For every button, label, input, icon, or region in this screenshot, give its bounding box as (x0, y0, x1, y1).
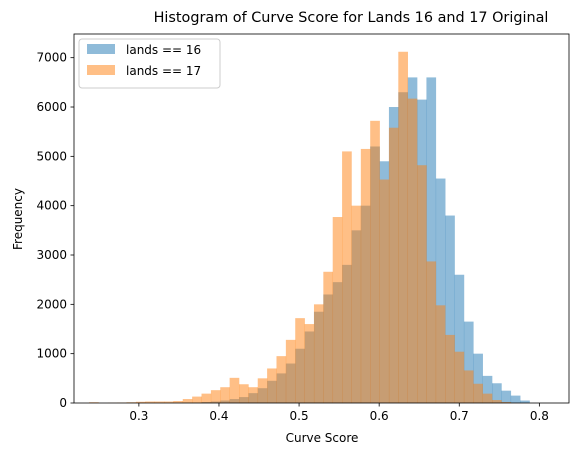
legend-swatch-lands-16 (87, 44, 115, 54)
histogram-bar (220, 387, 230, 403)
y-tick-label: 2000 (36, 297, 67, 311)
histogram-bar (361, 149, 371, 403)
y-axis-label: Frequency (11, 188, 25, 250)
y-tick-label: 0 (59, 396, 67, 410)
histogram-bar (464, 370, 474, 403)
x-axis: 0.3 0.4 0.5 0.6 0.7 0.8 (129, 403, 549, 423)
histogram-bar (501, 391, 511, 403)
histogram-bar (314, 304, 324, 403)
histogram-bar (483, 394, 493, 403)
y-tick-label: 3000 (36, 248, 67, 262)
x-tick-label: 0.8 (530, 409, 549, 423)
y-tick-label: 1000 (36, 347, 67, 361)
x-tick-label: 0.5 (290, 409, 309, 423)
histogram-bar (351, 206, 361, 403)
histogram-bar (230, 378, 240, 403)
histogram-bar (286, 340, 296, 403)
x-axis-label: Curve Score (286, 431, 359, 445)
histogram-bar (211, 390, 221, 403)
legend-label-lands-17: lands == 17 (126, 64, 201, 78)
x-tick-label: 0.6 (370, 409, 389, 423)
histogram-bar (183, 399, 193, 403)
histogram-bar (295, 318, 305, 403)
histogram-bar (492, 400, 502, 403)
histogram-bar (276, 356, 286, 403)
histogram-bar (473, 384, 483, 403)
x-tick-label: 0.7 (450, 409, 469, 423)
y-tick-label: 4000 (36, 199, 67, 213)
histogram-bar (417, 165, 427, 403)
histogram-bar (445, 335, 455, 403)
histogram-bar (511, 396, 521, 403)
histogram-bar (436, 305, 446, 403)
histogram-bar (370, 121, 380, 403)
histogram-bar (248, 387, 258, 403)
histogram-bar (408, 99, 418, 403)
histogram-bar (389, 128, 399, 403)
histogram-bar (192, 397, 202, 403)
histogram-bar (202, 394, 212, 403)
chart-title: Histogram of Curve Score for Lands 16 an… (154, 10, 549, 26)
histogram-bar (455, 352, 465, 403)
histogram-bar (398, 52, 408, 403)
y-tick-label: 6000 (36, 100, 67, 114)
histogram-bar (323, 272, 333, 403)
legend-label-lands-16: lands == 16 (126, 43, 201, 57)
legend-swatch-lands-17 (87, 65, 115, 75)
legend: lands == 16 lands == 17 (79, 39, 220, 88)
x-tick-label: 0.3 (129, 409, 148, 423)
x-tick-label: 0.4 (209, 409, 228, 423)
histogram-bar (267, 368, 277, 403)
histogram-bar (333, 217, 343, 403)
histogram-bar (305, 324, 315, 403)
y-tick-label: 5000 (36, 149, 67, 163)
histogram-bar (239, 384, 249, 403)
y-tick-label: 7000 (36, 51, 67, 65)
histogram-bar (258, 378, 268, 403)
histogram-bar (342, 151, 352, 403)
histogram-bar (380, 180, 390, 403)
y-axis: 0 1000 2000 3000 4000 5000 6000 7000 (36, 51, 74, 410)
histogram-bar (426, 261, 436, 403)
